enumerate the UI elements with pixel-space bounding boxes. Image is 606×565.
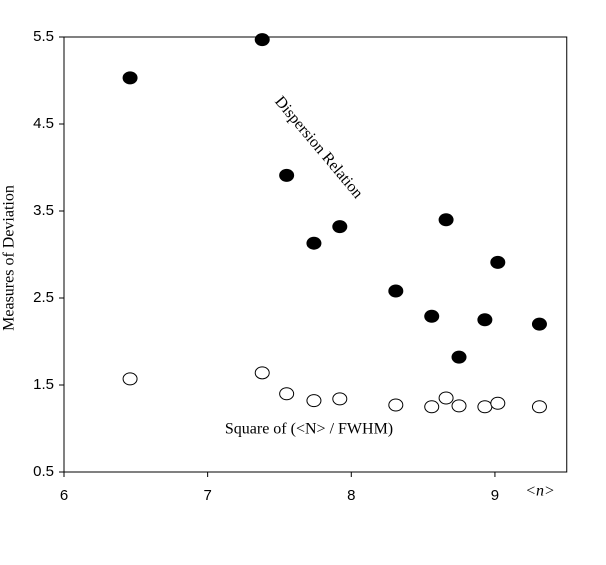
y-tick-label: 4.5 bbox=[33, 115, 54, 132]
point bbox=[279, 387, 295, 401]
y-tick-label: 1.5 bbox=[33, 376, 54, 393]
point bbox=[490, 396, 506, 410]
y-tick-label: 5.5 bbox=[33, 28, 54, 45]
point bbox=[122, 71, 138, 85]
point bbox=[306, 394, 322, 408]
point bbox=[122, 372, 138, 386]
point bbox=[424, 309, 440, 323]
plot-frame bbox=[63, 36, 568, 473]
point bbox=[332, 392, 348, 406]
y-axis-label: Measures of Deviation bbox=[1, 185, 18, 331]
y-tick-label: 2.5 bbox=[33, 289, 54, 306]
y-tick-label: 3.5 bbox=[33, 202, 54, 219]
series-label: Dispersion Relation bbox=[271, 93, 366, 202]
point bbox=[254, 366, 270, 380]
point bbox=[254, 33, 270, 47]
point bbox=[438, 391, 454, 405]
y-tick-label: 0.5 bbox=[33, 463, 54, 480]
point bbox=[451, 350, 467, 364]
point bbox=[306, 236, 322, 250]
point bbox=[477, 400, 493, 414]
x-tick-label: 6 bbox=[60, 487, 68, 504]
point bbox=[388, 398, 404, 412]
point bbox=[438, 213, 454, 227]
point bbox=[477, 313, 493, 327]
point bbox=[531, 317, 547, 331]
x-axis-label: <n> bbox=[525, 483, 555, 500]
point bbox=[424, 400, 440, 414]
point bbox=[279, 168, 295, 182]
point bbox=[531, 400, 547, 414]
point bbox=[490, 255, 506, 269]
x-tick-label: 7 bbox=[203, 487, 211, 504]
x-tick-label: 9 bbox=[491, 487, 499, 504]
series-label: Square of (<N> / FWHM) bbox=[225, 421, 393, 438]
x-tick-label: 8 bbox=[347, 487, 355, 504]
point bbox=[451, 399, 467, 413]
point bbox=[332, 220, 348, 234]
point bbox=[388, 284, 404, 298]
